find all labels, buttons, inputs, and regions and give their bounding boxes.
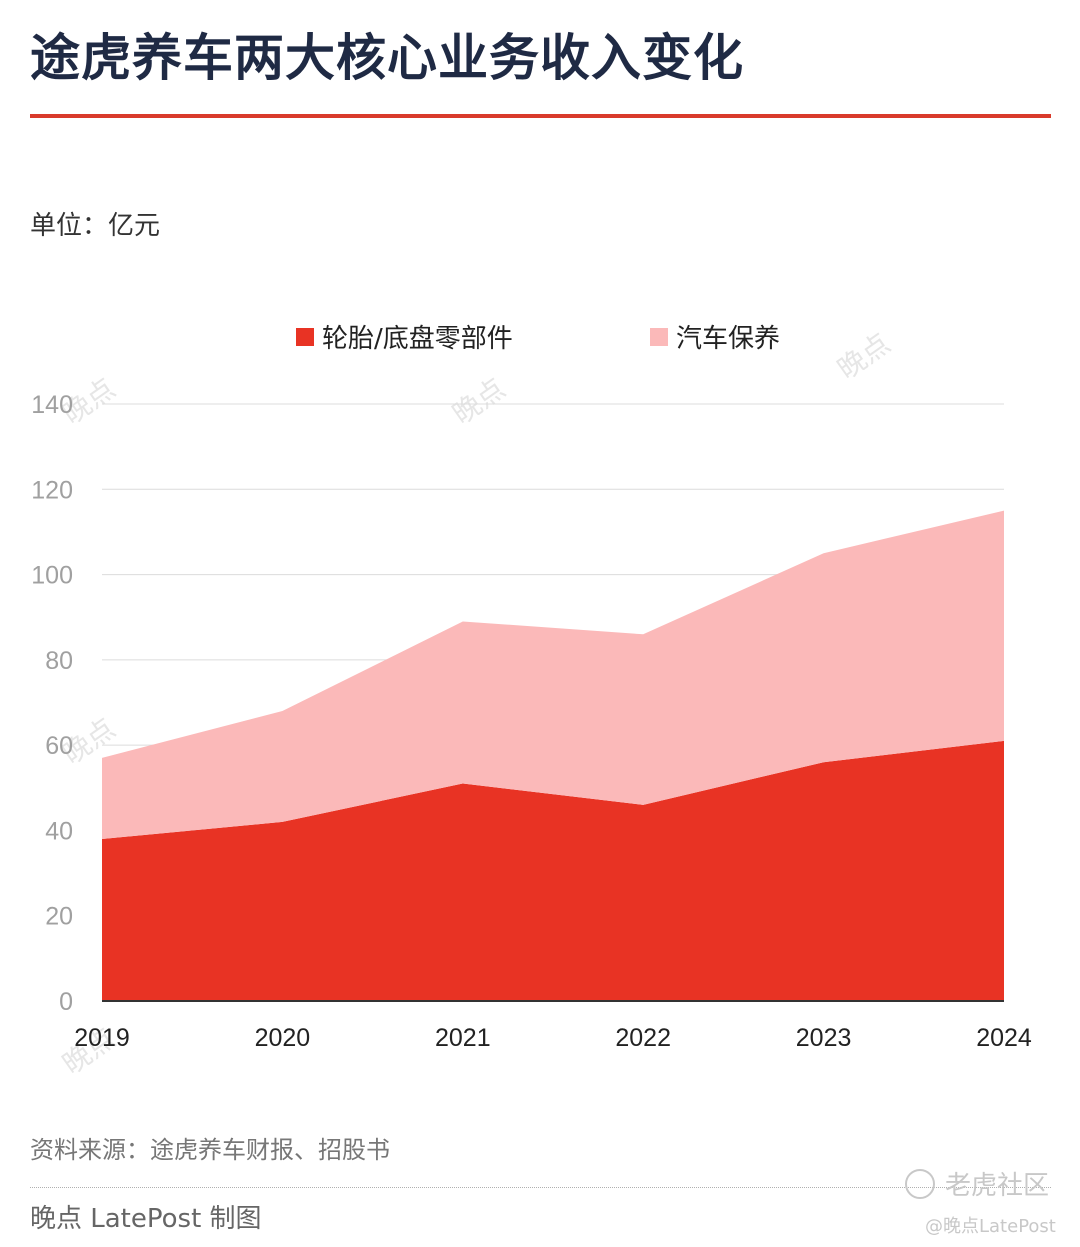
- area-series-0: [102, 740, 1004, 1001]
- footer-divider: [30, 1187, 1051, 1188]
- x-tick-label: 2023: [796, 1024, 852, 1052]
- x-tick-label: 2021: [435, 1024, 491, 1052]
- legend-item-maintenance: 汽车保养: [650, 318, 780, 355]
- source-note: 资料来源：途虎养车财报、招股书: [30, 1136, 390, 1164]
- title-divider: [30, 114, 1051, 118]
- credit-note: 晚点 LatePost 制图: [30, 1204, 262, 1234]
- y-tick-label: 140: [31, 391, 73, 419]
- legend-item-tires: 轮胎/底盘零部件: [296, 318, 513, 355]
- legend-label-tires: 轮胎/底盘零部件: [322, 324, 513, 354]
- y-tick-label: 100: [31, 562, 73, 590]
- legend-swatch-maintenance: [650, 327, 668, 346]
- legend-swatch-tires: [296, 327, 314, 346]
- y-tick-label: 40: [45, 817, 73, 845]
- area-series: [102, 510, 1004, 1002]
- x-tick-label: 2022: [615, 1024, 671, 1052]
- y-tick-label: 20: [45, 903, 73, 931]
- community-watermark: 老虎社区: [905, 1165, 1049, 1202]
- y-tick-label: 80: [45, 647, 73, 675]
- y-tick-label: 120: [31, 476, 73, 504]
- y-axis-ticks: 0 20 40 60 80 100 120 140: [31, 391, 73, 1016]
- y-tick-label: 0: [59, 988, 73, 1016]
- legend: 轮胎/底盘零部件 汽车保养: [0, 318, 1080, 358]
- x-axis-ticks: 2019 2020 2021 2022 2023 2024: [74, 1024, 1032, 1052]
- chart-title: 途虎养车两大核心业务收入变化: [30, 29, 744, 87]
- x-tick-label: 2024: [976, 1024, 1032, 1052]
- y-tick-label: 60: [45, 732, 73, 760]
- x-tick-label: 2020: [255, 1024, 311, 1052]
- handle-watermark: @晚点LatePost: [925, 1216, 1056, 1237]
- unit-label: 单位：亿元: [30, 211, 161, 241]
- legend-label-maintenance: 汽车保养: [676, 324, 781, 354]
- area-series-1: [102, 510, 1004, 839]
- community-logo-icon: [905, 1168, 935, 1199]
- x-tick-label: 2019: [74, 1024, 130, 1052]
- community-label: 老虎社区: [945, 1171, 1050, 1201]
